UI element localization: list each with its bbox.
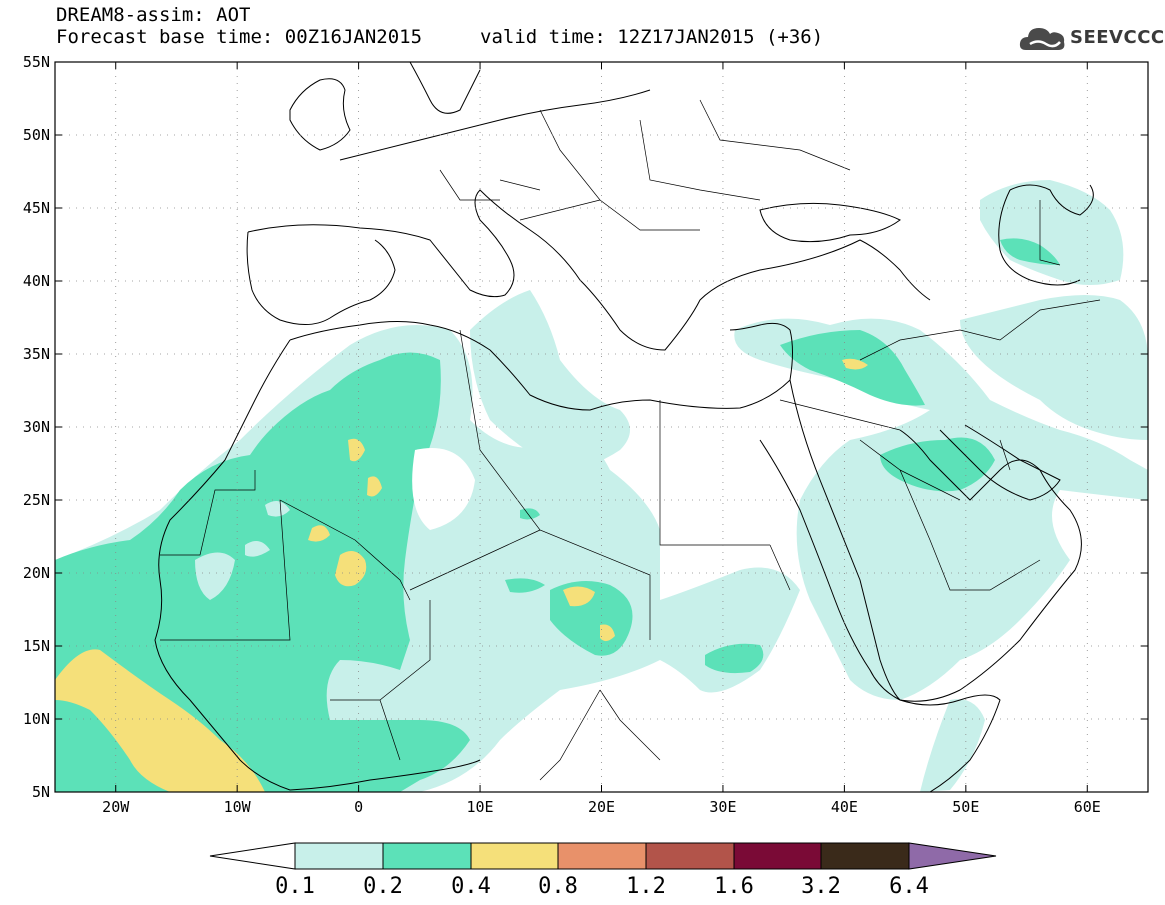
- colorbar-label: 6.4: [889, 874, 929, 899]
- persian-gulf: [939, 424, 1061, 501]
- lat-tick-label: 50N: [23, 126, 50, 144]
- lat-tick-label: 30N: [23, 418, 50, 436]
- britain: [289, 78, 351, 151]
- lon-tick-label: 10E: [467, 798, 494, 816]
- north-africa-coast: [289, 321, 791, 411]
- colorbar-label: 0.8: [538, 874, 578, 899]
- lon-tick-label: 40E: [831, 798, 858, 816]
- axes: 55N 50N 45N 40N 35N 30N 25N 20N 15N 10N 5N 20W 10W 0 1…: [23, 53, 1148, 816]
- caspian: [998, 184, 1094, 286]
- colorbar-box-5: [645, 842, 735, 870]
- europe-coast: [247, 189, 931, 351]
- lat-tick-label: 40N: [23, 272, 50, 290]
- logo-text: SEEVCCC: [1070, 27, 1165, 48]
- colorbar-labels: 0.1 0.2 0.4 0.8 1.2 1.6 3.2 6.4: [275, 874, 929, 899]
- horn-coast: [899, 694, 1001, 792]
- lon-tick-label: 10W: [224, 798, 252, 816]
- colorbar-box-2: [382, 842, 472, 870]
- colorbar-label: 0.2: [363, 874, 403, 899]
- lat-tick-label: 15N: [23, 637, 50, 655]
- lat-tick-label: 35N: [23, 345, 50, 363]
- lat-tick-label: 20N: [23, 564, 50, 582]
- colorbar-box-3: [470, 842, 559, 870]
- map-title: DREAM8-assim: AOT: [56, 4, 251, 26]
- forecast-times: Forecast base time: 00Z16JAN2015 valid ti…: [56, 26, 823, 48]
- lon-tick-label: 30E: [709, 798, 736, 816]
- country-borders: [160, 99, 1101, 781]
- colorbar-high-arrow: [908, 842, 997, 870]
- colorbar-label: 1.2: [626, 874, 666, 899]
- scandinavia: [409, 62, 481, 114]
- lat-tick-label: 55N: [23, 53, 50, 71]
- lon-tick-label: 20E: [588, 798, 615, 816]
- red-sea-west: [759, 439, 901, 701]
- colorbar-box-1: [294, 842, 384, 870]
- levant-coast: [729, 322, 793, 381]
- iberia-coast: [246, 231, 396, 325]
- coastlines: [154, 62, 1094, 792]
- aot-shading: [55, 180, 1148, 792]
- cloud-logo-icon: [1019, 28, 1065, 50]
- colorbar: 0.1 0.2 0.4 0.8 1.2 1.6 3.2 6.4: [209, 842, 997, 899]
- lat-tick-label: 25N: [23, 491, 50, 509]
- north-coast-europe: [339, 89, 651, 161]
- border-lines: [160, 99, 1101, 781]
- lat-tick-label: 10N: [23, 710, 50, 728]
- lon-tick-label: 20W: [102, 798, 130, 816]
- aot-clear: [412, 448, 700, 576]
- valid-time: valid time: 12Z17JAN2015 (+36): [480, 26, 824, 48]
- colorbar-box-7: [820, 842, 910, 870]
- black-sea: [759, 202, 901, 243]
- base-time: Forecast base time: 00Z16JAN2015: [56, 26, 423, 48]
- colorbar-label: 1.6: [714, 874, 754, 899]
- aot-holes: [195, 501, 290, 600]
- colorbar-label: 3.2: [801, 874, 841, 899]
- colorbar-low-arrow: [209, 842, 296, 870]
- lat-tick-label: 45N: [23, 199, 50, 217]
- lon-tick-label: 50E: [952, 798, 979, 816]
- west-africa-coast: [154, 339, 481, 791]
- seevccc-logo: SEEVCCC: [1018, 20, 1164, 56]
- red-sea-coast: [789, 379, 1082, 702]
- colorbar-box-6: [733, 842, 822, 870]
- colorbar-label: 0.1: [275, 874, 315, 899]
- lat-tick-label: 5N: [32, 783, 50, 801]
- colorbar-label: 0.4: [451, 874, 491, 899]
- lon-tick-label: 0: [354, 798, 363, 816]
- colorbar-box-4: [557, 842, 647, 870]
- lon-tick-label: 60E: [1074, 798, 1101, 816]
